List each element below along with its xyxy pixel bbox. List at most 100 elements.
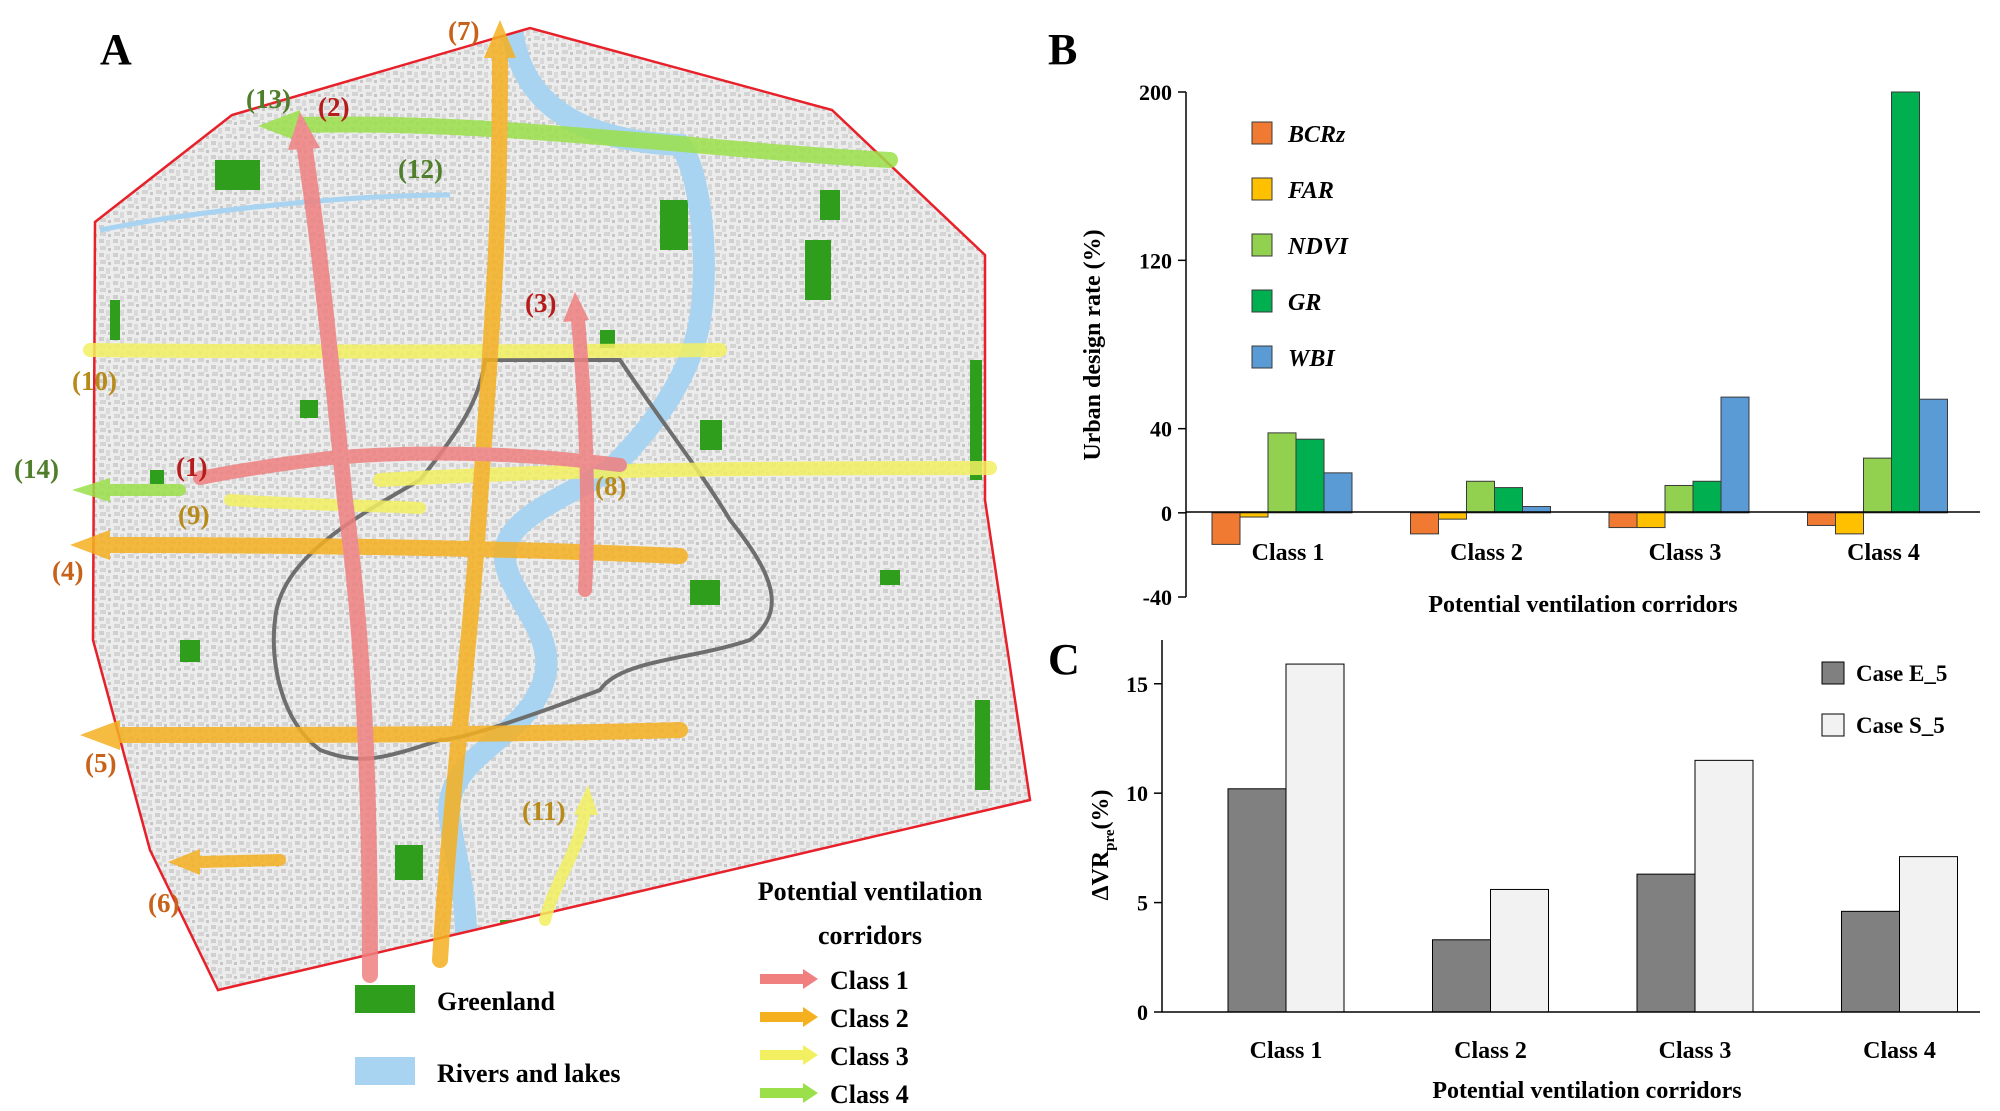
panel-b-category-class-4: Class 4 xyxy=(1847,540,1920,566)
panel-b-legend-label-bcrz: BCRz xyxy=(1287,122,1346,148)
panel-b-legend-label-far: FAR xyxy=(1287,178,1334,204)
corridor-arrows xyxy=(70,20,997,983)
panel-b-category-class-1: Class 1 xyxy=(1252,540,1325,566)
corridor-2-head xyxy=(288,112,320,150)
panel-b-tick-label: 200 xyxy=(1139,80,1172,105)
panel-c-category-class-2: Class 2 xyxy=(1454,1038,1527,1064)
corridor-label-2: (2) xyxy=(318,92,349,122)
corridor-label-13: (13) xyxy=(246,84,291,114)
corridor-9 xyxy=(224,494,426,514)
panel-b-bar-far-class-3 xyxy=(1636,512,1666,529)
panel-b-bar-gr-class-4 xyxy=(1891,91,1920,514)
corridor-label-12: (12) xyxy=(398,154,443,184)
corridor-label-7: (7) xyxy=(448,16,479,46)
legend-class-4: Class 4 xyxy=(760,1080,909,1109)
panel-b-bar-wbi-class-2 xyxy=(1522,506,1551,514)
legend-class-3: Class 3 xyxy=(760,1042,909,1071)
panel-c-tick-label: 10 xyxy=(1126,781,1148,806)
panel-b-legend: BCRz FAR NDVI GR WBI xyxy=(1251,121,1350,372)
panel-b-letter: B xyxy=(1048,25,1077,74)
corridor-7 xyxy=(432,52,508,968)
panel-c-tick-label: 5 xyxy=(1137,891,1148,916)
panel-c-ylabel-sub: pre xyxy=(1102,829,1118,851)
panel-b-bars xyxy=(1211,91,1948,545)
panel-c-bar-case-e-5-class-3 xyxy=(1636,873,1696,1013)
panel-b-bar-bcrz-class-1 xyxy=(1211,512,1241,545)
panel-b-bar-gr-class-2 xyxy=(1494,487,1523,514)
corridor-7-head xyxy=(484,20,516,58)
panel-b-ylabel: Urban design rate (%) xyxy=(1080,229,1106,460)
panel-c-ylabel-suffix: (%) xyxy=(1088,789,1114,829)
panel-c-category-class-3: Class 3 xyxy=(1659,1038,1732,1064)
corridor-label-11: (11) xyxy=(522,796,566,826)
panel-c-bar-case-s-5-class-1 xyxy=(1285,663,1345,1013)
panel-c-legend-swatch-case-s-5 xyxy=(1821,713,1845,737)
corridor-label-9: (9) xyxy=(178,500,209,530)
panel-b-tick-label: 40 xyxy=(1150,417,1172,442)
panel-b-bar-wbi-class-3 xyxy=(1720,396,1750,514)
corridor-label-10: (10) xyxy=(72,366,117,396)
panel-c-bar-case-e-5-class-2 xyxy=(1432,939,1491,1013)
corridor-3 xyxy=(571,313,595,597)
panel-c-tick-label: 15 xyxy=(1126,672,1148,697)
panel-c-legend-label-case-s-5: Case S_5 xyxy=(1856,713,1945,738)
corridor-3-head xyxy=(563,292,589,322)
panel-b-legend-swatch-gr xyxy=(1251,289,1273,313)
corridor-10 xyxy=(83,343,727,359)
panel-b-legend-label-wbi: WBI xyxy=(1288,346,1336,372)
panel-c-legend-swatch-case-e-5 xyxy=(1821,661,1845,685)
corridor-label-1: (1) xyxy=(176,452,207,482)
corridor-5 xyxy=(112,722,688,743)
panel-b-tick-label: 0 xyxy=(1161,501,1172,526)
corridor-5-head xyxy=(80,720,120,750)
panel-a-letter: A xyxy=(100,25,132,74)
panel-b-bar-far-class-2 xyxy=(1438,512,1467,520)
corridor-12-head xyxy=(258,110,300,142)
panel-b-bar-ndvi-class-1 xyxy=(1267,432,1297,514)
corridor-1 xyxy=(193,446,627,485)
rivers-label: Rivers and lakes xyxy=(437,1059,620,1088)
corridor-2 xyxy=(297,142,378,983)
panel-c-bars xyxy=(1227,663,1958,1013)
corridor-label-14: (14) xyxy=(14,454,59,484)
legend-class-3-label: Class 3 xyxy=(830,1042,909,1071)
panel-b-legend-swatch-far xyxy=(1251,177,1273,201)
panel-c-xlabel: Potential ventilation corridors xyxy=(1432,1078,1741,1104)
panel-b-bar-far-class-1 xyxy=(1239,512,1269,518)
corridor-11-head xyxy=(574,785,598,815)
corridor-legend-title-line1: Potential ventilation xyxy=(758,877,983,906)
panel-c-letter: C xyxy=(1048,635,1080,684)
rivers-swatch xyxy=(355,1057,415,1085)
corridor-8 xyxy=(373,461,997,487)
panel-b-category-labels: Class 1 Class 2 Class 3 Class 4 xyxy=(1252,540,1920,566)
panel-c-category-labels: Class 1 Class 2 Class 3 Class 4 xyxy=(1250,1038,1936,1064)
greenland-swatch xyxy=(355,985,415,1013)
legend-class-2: Class 2 xyxy=(760,1004,909,1033)
map-legend: Greenland Rivers and lakes Potential ven… xyxy=(355,877,983,1109)
panel-c-bar-case-s-5-class-2 xyxy=(1490,888,1549,1013)
panel-b-bar-bcrz-class-4 xyxy=(1807,512,1836,526)
panel-b-legend-swatch-bcrz xyxy=(1251,121,1273,145)
panel-c-tick-label: 0 xyxy=(1137,1000,1148,1025)
corridor-11 xyxy=(539,804,591,926)
panel-b-tick-label: 120 xyxy=(1139,248,1172,273)
panel-b-legend-label-ndvi: NDVI xyxy=(1287,234,1350,260)
panel-b-bar-wbi-class-1 xyxy=(1323,472,1353,514)
panel-c-bar-case-s-5-class-3 xyxy=(1694,759,1754,1013)
corridor-label-4: (4) xyxy=(52,556,83,586)
legend-class-1: Class 1 xyxy=(760,966,909,995)
panel-c-ylabel-main: ΔVR xyxy=(1088,850,1114,900)
panel-b-category-class-3: Class 3 xyxy=(1649,540,1722,566)
corridor-label-8: (8) xyxy=(595,471,626,501)
panel-b-bar-gr-class-1 xyxy=(1295,438,1325,514)
panel-b-legend-label-gr: GR xyxy=(1288,290,1321,316)
panel-b-bar-far-class-4 xyxy=(1835,512,1864,535)
corridor-label-3: (3) xyxy=(525,288,556,318)
corridor-6-head xyxy=(168,849,200,875)
panel-c-category-class-4: Class 4 xyxy=(1863,1038,1936,1064)
corridor-4-head xyxy=(70,530,110,560)
panel-c-bar-case-e-5-class-1 xyxy=(1227,788,1287,1013)
panel-c-y-ticks: 15 10 5 0 xyxy=(1126,672,1162,1025)
corridor-labels: (1) (2) (3) (4) (5) (6) (7) (8) (9) (10)… xyxy=(14,16,626,918)
